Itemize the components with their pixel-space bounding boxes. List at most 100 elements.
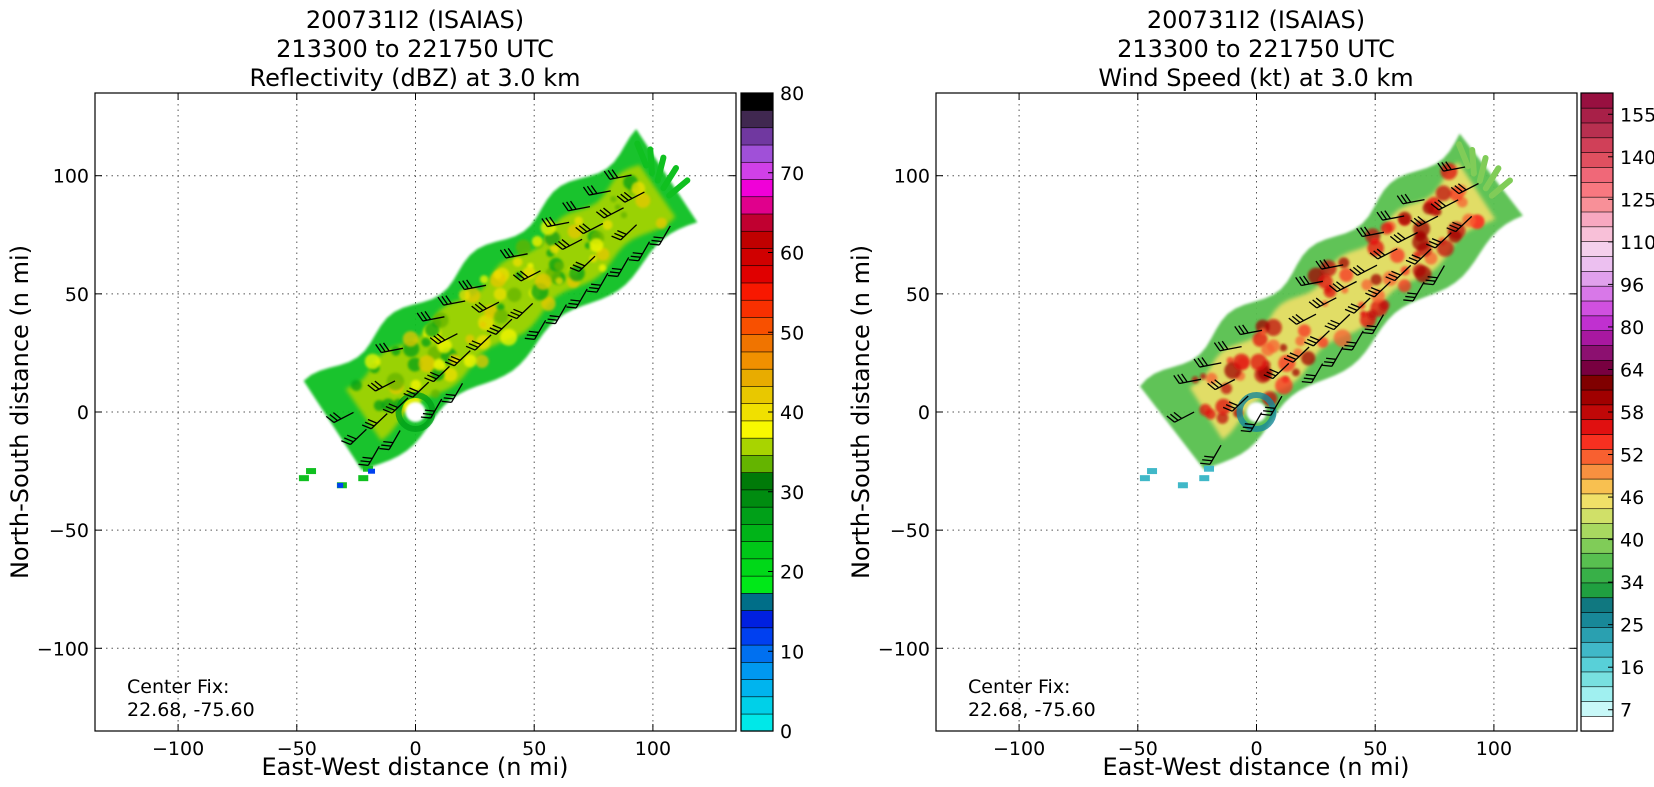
- colorbar-segment: [1580, 181, 1614, 198]
- wind-barb: [1385, 264, 1412, 282]
- colorbar-tick-label: 80: [780, 83, 804, 105]
- wind-barb-flag: [586, 185, 594, 195]
- wind-barb-flag: [649, 243, 660, 246]
- x-tick-label: 100: [1476, 738, 1512, 760]
- reflectivity-axis-ticks: −100 −50 0 50 100 −100 −50 0 50 100: [37, 93, 736, 760]
- storm-echo-cell: [554, 261, 564, 271]
- storm-fragment: [358, 475, 369, 482]
- wind-barb-flag: [575, 261, 586, 267]
- wind-barb: [1362, 314, 1385, 335]
- storm-echo-cell: [541, 296, 556, 311]
- storm-echo-cell: [479, 275, 489, 284]
- wind-barb-flag: [1283, 357, 1294, 363]
- wind-barb: [1240, 412, 1263, 433]
- wind-barb-flag: [471, 305, 480, 313]
- wind-barb-flag: [445, 393, 456, 397]
- storm-echo-cell: [1250, 353, 1268, 371]
- wind-barb-flag: [486, 330, 497, 335]
- storm-echo-cell: [1397, 211, 1412, 226]
- reflectivity-y-axis-label: North-South distance (n mi): [6, 245, 34, 579]
- wind-barb: [649, 225, 671, 246]
- y-tick-label: −100: [878, 638, 930, 660]
- wind-barb-flag: [1265, 406, 1275, 409]
- colorbar-segment: [740, 127, 774, 146]
- colorbar-segment: [740, 178, 774, 198]
- wind-barb-flag: [358, 463, 369, 466]
- storm-echo-cell: [1435, 185, 1452, 201]
- wind-barb-flag: [1393, 234, 1403, 242]
- colorbar-segment: [1580, 463, 1614, 480]
- storm-echo-cell: [1216, 412, 1229, 424]
- colorbar-segment: [740, 144, 774, 163]
- colorbar-tick-label: 80: [1620, 317, 1644, 339]
- wind-barb-flag: [375, 344, 382, 353]
- colorbar-tick-label: 30: [780, 482, 804, 504]
- reflectivity-title-line-3: Reflectivity (dBZ) at 3.0 km: [250, 64, 581, 92]
- wind-barb-flag: [616, 195, 626, 203]
- wind-barb-flag: [424, 377, 434, 383]
- storm-echo-cell: [1370, 274, 1382, 286]
- colorbar-segment: [740, 299, 774, 318]
- wind-barb-flag: [441, 295, 449, 305]
- wind-barb-flag: [374, 380, 383, 388]
- colorbar-tick-label: 110: [1620, 232, 1654, 254]
- colorbar-segment: [740, 454, 774, 473]
- wind-barb-flag: [591, 283, 601, 286]
- colorbar-segment: [740, 592, 774, 611]
- storm-fragment: [306, 468, 317, 475]
- wind-barb-flag: [437, 296, 445, 306]
- wind-barb: [382, 397, 409, 414]
- wind-barb-flag: [603, 170, 611, 180]
- colorbar-segment: [740, 420, 774, 439]
- wind-barb-flag: [466, 279, 473, 289]
- wind-speed-center-fix-value: 22.68, -75.60: [968, 699, 1096, 721]
- storm-echo-cell: [493, 270, 502, 279]
- wind-barb-flag: [1434, 201, 1443, 209]
- wind-speed-title-line-3: Wind Speed (kt) at 3.0 km: [1098, 64, 1413, 92]
- wind-barb: [471, 301, 500, 313]
- wind-barb-flag: [436, 333, 446, 341]
- wind-speed-title-line-2: 213300 to 221750 UTC: [1117, 35, 1395, 63]
- storm-echo-cell: [602, 219, 613, 230]
- wind-barb: [507, 302, 534, 320]
- wind-barb-flag: [443, 397, 454, 400]
- wind-barb-flag: [566, 201, 573, 211]
- y-tick-label: −50: [49, 520, 89, 542]
- wind-barb: [420, 398, 443, 419]
- colorbar-segment: [1580, 701, 1614, 717]
- wind-barb-flag: [429, 337, 439, 345]
- wind-speed-title-line-1: 200731I2 (ISAIAS): [1147, 6, 1365, 34]
- wind-barb-flag: [1428, 240, 1439, 246]
- colorbar-segment: [740, 265, 774, 284]
- wind-barb-flag: [1261, 413, 1271, 416]
- wind-barb-flag: [1441, 161, 1448, 171]
- wind-barb-flag: [1240, 429, 1251, 433]
- reflectivity-title-line-1: 200731I2 (ISAIAS): [306, 6, 524, 34]
- wind-barb-flag: [1302, 275, 1310, 285]
- wind-barb-flag: [458, 281, 465, 290]
- wind-barb-flag: [1324, 361, 1334, 364]
- colorbar-segment: [1580, 641, 1614, 658]
- storm-echo-cell: [1298, 324, 1311, 338]
- wind-barb: [429, 333, 458, 345]
- colorbar-segment: [740, 523, 774, 542]
- wind-barb-flag: [575, 226, 584, 235]
- wind-barb-flag: [445, 361, 455, 367]
- wind-barb-flag: [607, 274, 618, 278]
- colorbar-segment: [740, 109, 774, 129]
- storm-fragment: [337, 482, 344, 488]
- wind-barb-flag: [1346, 341, 1357, 344]
- colorbar-segment: [1580, 522, 1614, 539]
- wind-barb: [437, 295, 466, 306]
- storm-echo-cell: [500, 328, 518, 346]
- wind-barb-flag: [554, 242, 563, 250]
- y-tick-label: 100: [894, 166, 930, 188]
- wind-barb-flag: [403, 392, 414, 398]
- wind-barb-flag: [492, 324, 503, 330]
- wind-barb-flag: [478, 301, 487, 310]
- wind-barb-flag: [1413, 217, 1423, 225]
- storm-echo-cell: [631, 181, 646, 196]
- wind-barb: [367, 380, 396, 392]
- wind-barb-flag: [512, 274, 522, 282]
- storm-fragment: [1177, 482, 1188, 489]
